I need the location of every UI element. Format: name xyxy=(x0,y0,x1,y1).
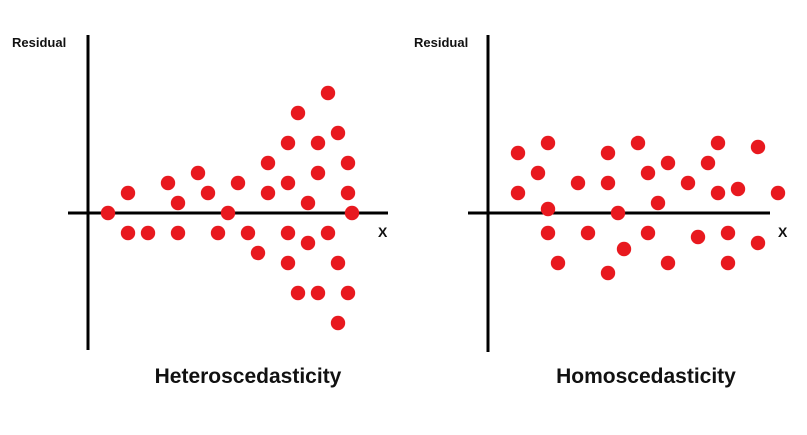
data-point xyxy=(280,175,296,191)
data-point xyxy=(720,225,736,241)
data-point xyxy=(100,205,116,221)
data-point xyxy=(250,245,266,261)
chart-title: Heteroscedasticity xyxy=(155,365,342,388)
data-point xyxy=(330,255,346,271)
data-point xyxy=(750,139,766,155)
data-point xyxy=(260,155,276,171)
data-point xyxy=(600,145,616,161)
data-point xyxy=(540,225,556,241)
scatter-series xyxy=(510,135,786,281)
data-point xyxy=(170,195,186,211)
data-point xyxy=(140,225,156,241)
data-point xyxy=(610,205,626,221)
data-point xyxy=(310,165,326,181)
scatter-series xyxy=(100,85,360,331)
data-point xyxy=(600,265,616,281)
data-point xyxy=(690,229,706,245)
data-point xyxy=(570,175,586,191)
data-point xyxy=(660,155,676,171)
data-point xyxy=(680,175,696,191)
data-point xyxy=(170,225,186,241)
data-point xyxy=(530,165,546,181)
data-point xyxy=(290,285,306,301)
data-point xyxy=(120,185,136,201)
data-point xyxy=(330,125,346,141)
data-point xyxy=(510,185,526,201)
data-point xyxy=(320,85,336,101)
data-point xyxy=(660,255,676,271)
data-point xyxy=(160,175,176,191)
data-point xyxy=(580,225,596,241)
data-point xyxy=(280,225,296,241)
y-axis-label: Residual xyxy=(414,35,468,50)
data-point xyxy=(200,185,216,201)
data-point xyxy=(344,205,360,221)
data-point xyxy=(630,135,646,151)
data-point xyxy=(310,135,326,151)
data-point xyxy=(770,185,786,201)
data-point xyxy=(710,135,726,151)
data-point xyxy=(320,225,336,241)
data-point xyxy=(640,225,656,241)
data-point xyxy=(240,225,256,241)
data-point xyxy=(190,165,206,181)
data-point xyxy=(280,135,296,151)
data-point xyxy=(290,105,306,121)
chart-title: Homoscedasticity xyxy=(556,365,736,388)
data-point xyxy=(300,235,316,251)
data-point xyxy=(310,285,326,301)
data-point xyxy=(710,185,726,201)
data-point xyxy=(260,185,276,201)
data-point xyxy=(750,235,766,251)
data-point xyxy=(300,195,316,211)
y-axis-label: Residual xyxy=(12,35,66,50)
data-point xyxy=(230,175,246,191)
data-point xyxy=(550,255,566,271)
data-point xyxy=(210,225,226,241)
x-axis-label: X xyxy=(778,224,788,240)
data-point xyxy=(640,165,656,181)
x-axis-label: X xyxy=(378,224,388,240)
data-point xyxy=(340,155,356,171)
data-point xyxy=(600,175,616,191)
data-point xyxy=(730,181,746,197)
data-point xyxy=(616,241,632,257)
data-point xyxy=(540,135,556,151)
data-point xyxy=(280,255,296,271)
data-point xyxy=(510,145,526,161)
heteroscedasticity-panel: Residual X Heteroscedasticity xyxy=(12,35,388,388)
data-point xyxy=(120,225,136,241)
data-point xyxy=(650,195,666,211)
homoscedasticity-panel: Residual X Homoscedasticity xyxy=(414,35,788,388)
data-point xyxy=(540,201,556,217)
data-point xyxy=(340,285,356,301)
data-point xyxy=(720,255,736,271)
data-point xyxy=(340,185,356,201)
data-point xyxy=(330,315,346,331)
data-point xyxy=(220,205,236,221)
data-point xyxy=(700,155,716,171)
